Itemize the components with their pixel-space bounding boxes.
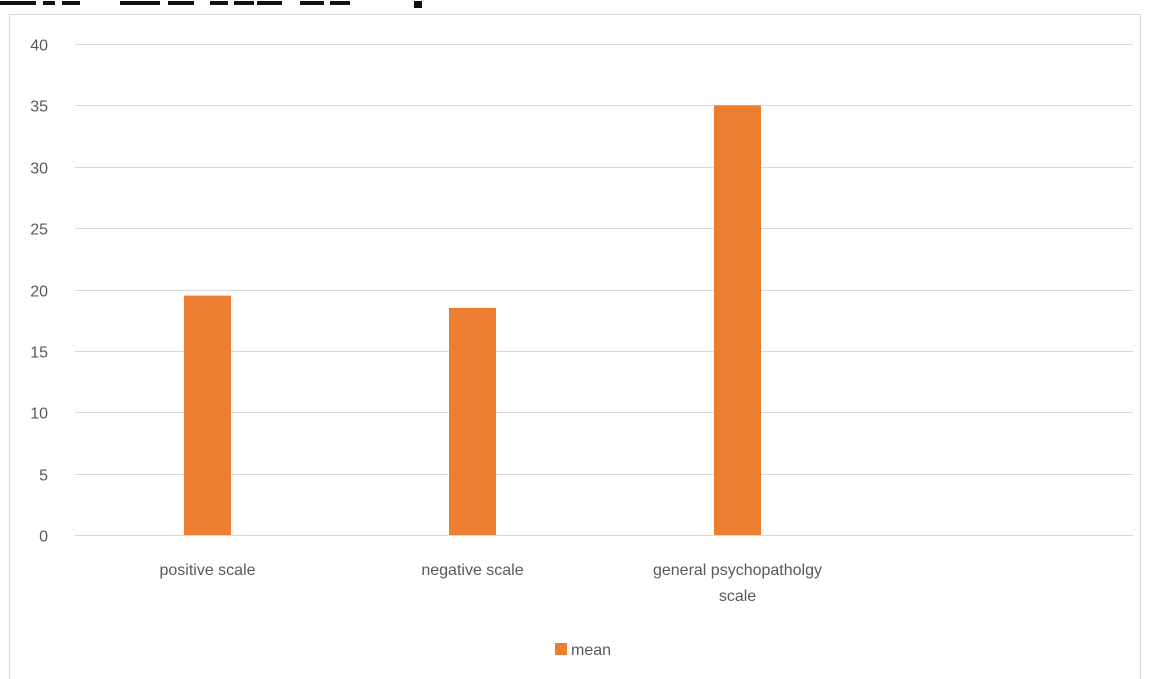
y-axis-ticks: 0 5 10 15 20 25 30 35 40 [30,38,48,546]
bar [184,295,231,535]
y-tick-label: 25 [30,222,48,239]
x-tick-label: general psychopatholgy [653,562,822,579]
cropped-title-fragment [0,0,430,12]
y-tick-label: 30 [30,161,48,178]
cropped-title-stroke [234,1,254,5]
legend-label-mean: mean [571,642,611,659]
y-tick-label: 15 [30,345,48,362]
legend: mean [555,642,611,659]
cropped-title-strokes [0,1,422,8]
cropped-title-stroke [414,1,422,8]
cropped-title-stroke [120,1,160,5]
x-tick-label: positive scale [159,562,255,579]
x-tick-label: negative scale [421,562,523,579]
cropped-title-stroke [257,1,282,5]
cropped-title-stroke [62,1,80,5]
y-tick-label: 0 [39,529,48,546]
y-tick-label: 35 [30,99,48,116]
bar [714,105,761,535]
cropped-title-stroke [210,1,228,5]
legend-swatch-mean [555,643,567,655]
cropped-title-stroke [330,1,350,5]
x-tick-label: scale [719,588,756,605]
bars [184,105,761,535]
y-tick-label: 20 [30,284,48,301]
cropped-title-stroke [300,1,324,5]
x-axis-ticks: positive scale negative scale general psyc… [159,562,822,605]
cropped-title-stroke [0,1,36,5]
y-tick-label: 10 [30,406,48,423]
y-tick-label: 40 [30,38,48,55]
cropped-title-stroke [168,1,194,5]
cropped-title-stroke [43,1,55,5]
y-tick-label: 5 [39,468,48,485]
bar [449,307,496,535]
gridlines [75,44,1133,536]
